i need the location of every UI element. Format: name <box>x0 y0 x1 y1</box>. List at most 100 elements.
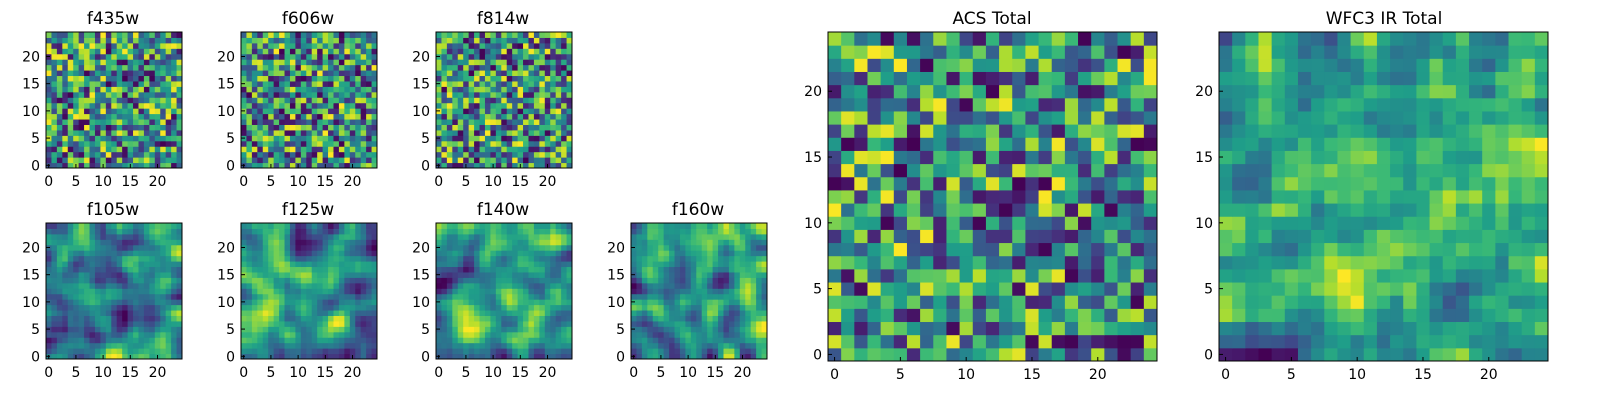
heatmap-cell <box>841 321 855 336</box>
heatmap-cell <box>143 255 150 262</box>
heatmap-cell <box>566 70 573 77</box>
heatmap-cell <box>479 80 486 87</box>
heatmap-cell <box>506 146 513 153</box>
heatmap-cell <box>495 37 502 44</box>
heatmap-cell <box>452 310 459 316</box>
heatmap-cell <box>728 282 735 289</box>
heatmap-cell <box>701 277 708 284</box>
heatmap-cell <box>512 353 519 360</box>
heatmap-cell <box>257 337 264 344</box>
heatmap-cell <box>257 293 264 300</box>
heatmap-cell <box>495 97 502 104</box>
heatmap-cell <box>750 250 757 257</box>
heatmap-cell <box>279 135 286 142</box>
heatmap-cell <box>176 293 183 300</box>
heatmap-cell <box>854 216 868 230</box>
heatmap-cell <box>78 326 85 333</box>
heatmap-cell <box>854 137 868 151</box>
heatmap-cell <box>685 244 692 251</box>
heatmap-cell <box>84 37 91 44</box>
heatmap-cell <box>446 288 453 295</box>
heatmap-cell <box>279 86 286 93</box>
panel-title: f160w <box>672 200 724 220</box>
heatmap-cell <box>176 75 183 82</box>
heatmap-cell <box>734 261 741 268</box>
heatmap-cell <box>284 288 291 295</box>
heatmap-cell <box>457 157 464 164</box>
heatmap-cell <box>745 261 752 268</box>
heatmap-cell <box>533 342 540 349</box>
heatmap-cell <box>149 348 156 355</box>
heatmap-cell <box>501 223 508 229</box>
heatmap-cell <box>728 239 735 246</box>
heatmap-cell <box>441 255 448 262</box>
heatmap-cell <box>652 315 659 322</box>
heatmap-cell <box>94 255 101 262</box>
heatmap-cell <box>338 102 345 109</box>
heatmap-cell <box>251 261 258 268</box>
heatmap-cell <box>1104 282 1119 296</box>
heatmap-cell <box>544 223 551 229</box>
heatmap-cell <box>111 255 118 262</box>
heatmap-cell <box>867 334 882 349</box>
heatmap-cell <box>495 151 502 158</box>
heatmap-cell <box>674 233 681 240</box>
heatmap-cell <box>67 80 74 87</box>
heatmap-cell <box>84 151 91 158</box>
heatmap-cell <box>355 293 362 300</box>
heatmap-cell <box>73 288 80 295</box>
heatmap-cell <box>360 277 367 284</box>
heatmap-cell <box>300 64 307 71</box>
heatmap-cell <box>262 342 269 349</box>
heatmap-cell <box>501 266 508 273</box>
axes-frame <box>435 222 573 360</box>
heatmap-cell <box>539 48 546 55</box>
heatmap-cell <box>756 239 763 246</box>
y-tick-label: 5 <box>226 322 235 338</box>
heatmap-cell <box>300 304 307 311</box>
heatmap-cell <box>360 228 367 235</box>
heatmap-cell <box>317 326 324 333</box>
heatmap-cell <box>122 239 129 246</box>
heatmap-cell <box>317 239 324 246</box>
heatmap-cell <box>495 250 502 257</box>
heatmap-cell <box>322 331 329 338</box>
heatmap-cell <box>366 124 373 131</box>
heatmap-cell <box>56 293 63 300</box>
heatmap-cell <box>122 288 129 295</box>
heatmap-cell <box>441 108 448 115</box>
heatmap-cell <box>366 80 373 87</box>
heatmap-cell <box>745 255 752 262</box>
heatmap-cell <box>317 80 324 87</box>
heatmap-cell <box>712 277 719 284</box>
heatmap-cell <box>641 337 648 344</box>
heatmap-cell <box>533 271 540 278</box>
heatmap-cell <box>160 277 167 284</box>
heatmap-cell <box>528 310 535 316</box>
heatmap-cell <box>495 162 502 169</box>
heatmap-cell <box>241 315 247 322</box>
heatmap-cell <box>355 140 362 147</box>
heatmap-cell <box>371 255 378 262</box>
heatmap-cell <box>523 151 529 158</box>
heatmap-cell <box>739 271 746 278</box>
heatmap-cell <box>756 250 763 257</box>
heatmap-cell <box>539 86 546 93</box>
heatmap-cell <box>436 337 442 344</box>
heatmap-cell <box>328 282 334 289</box>
y-tick-label: 20 <box>217 240 235 256</box>
heatmap-cell <box>690 353 697 360</box>
heatmap-cell <box>457 288 464 295</box>
heatmap-cell <box>262 32 269 38</box>
heatmap-cell <box>366 228 373 235</box>
heatmap-cell <box>490 119 497 125</box>
heatmap-cell <box>506 135 513 142</box>
heatmap-cell <box>501 271 508 278</box>
heatmap-cell <box>317 255 324 262</box>
heatmap-cell <box>154 320 161 327</box>
heatmap-cell <box>663 239 670 246</box>
heatmap-cell <box>663 244 670 251</box>
heatmap-cell <box>349 266 356 273</box>
heatmap-cell <box>349 32 356 38</box>
heatmap-cell <box>171 129 178 136</box>
